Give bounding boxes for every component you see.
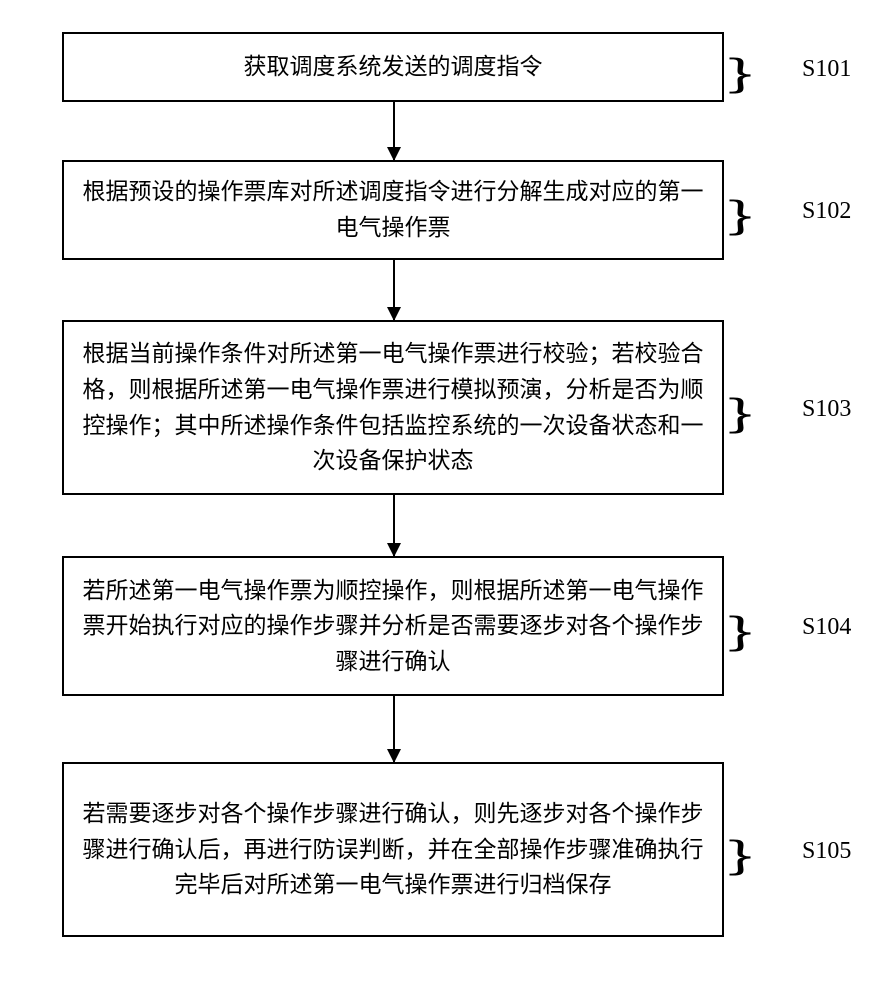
flow-label-s105: S105 [802,838,851,865]
flow-node-text: 获取调度系统发送的调度指令 [244,49,543,85]
flow-node-s101: 获取调度系统发送的调度指令 [62,32,724,102]
flow-node-s102: 根据预设的操作票库对所述调度指令进行分解生成对应的第一电气操作票 [62,160,724,260]
flow-node-text: 根据预设的操作票库对所述调度指令进行分解生成对应的第一电气操作票 [82,174,704,245]
flow-node-s105: 若需要逐步对各个操作步骤进行确认，则先逐步对各个操作步骤进行确认后，再进行防误判… [62,762,724,937]
flow-arrow [393,260,395,320]
flow-label-s102: S102 [802,198,851,225]
flow-arrow [393,102,395,160]
flow-label-s104: S104 [802,614,851,641]
flow-arrow [393,696,395,762]
flow-node-text: 若所述第一电气操作票为顺控操作，则根据所述第一电气操作票开始执行对应的操作步骤并… [82,573,704,680]
flow-arrow [393,495,395,556]
flow-label-s103: S103 [802,396,851,423]
flowchart-container: 获取调度系统发送的调度指令 ︷ S101 根据预设的操作票库对所述调度指令进行分… [0,0,884,1000]
flow-node-text: 若需要逐步对各个操作步骤进行确认，则先逐步对各个操作步骤进行确认后，再进行防误判… [82,796,704,903]
flow-node-s103: 根据当前操作条件对所述第一电气操作票进行校验；若校验合格，则根据所述第一电气操作… [62,320,724,495]
flow-node-s104: 若所述第一电气操作票为顺控操作，则根据所述第一电气操作票开始执行对应的操作步骤并… [62,556,724,696]
flow-label-s101: S101 [802,56,851,83]
flow-node-text: 根据当前操作条件对所述第一电气操作票进行校验；若校验合格，则根据所述第一电气操作… [82,336,704,479]
